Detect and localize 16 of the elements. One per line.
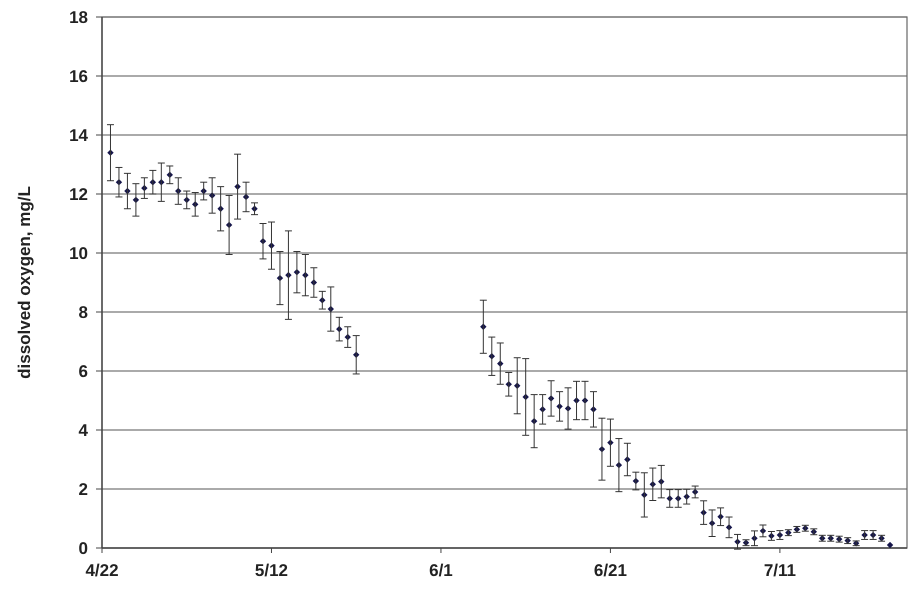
y-tick-label: 6: [78, 362, 88, 381]
x-tick-label: 6/1: [429, 561, 453, 580]
y-tick-label: 10: [69, 244, 88, 263]
y-axis-title: dissolved oxygen, mg/L: [15, 186, 34, 379]
x-tick-label: 7/11: [764, 561, 796, 580]
y-tick-label: 12: [69, 184, 88, 204]
x-tick-label: 4/22: [85, 561, 119, 580]
y-tick-label: 0: [78, 538, 88, 558]
y-tick-label: 2: [78, 480, 88, 499]
y-tick-label: 18: [69, 8, 88, 27]
y-tick-label: 16: [69, 66, 88, 86]
y-tick-label: 14: [69, 126, 89, 145]
y-tick-label: 4: [78, 420, 89, 440]
x-tick-label: 6/21: [594, 561, 627, 580]
x-tick-label: 5/12: [254, 561, 288, 580]
y-tick-label: 8: [78, 302, 88, 322]
